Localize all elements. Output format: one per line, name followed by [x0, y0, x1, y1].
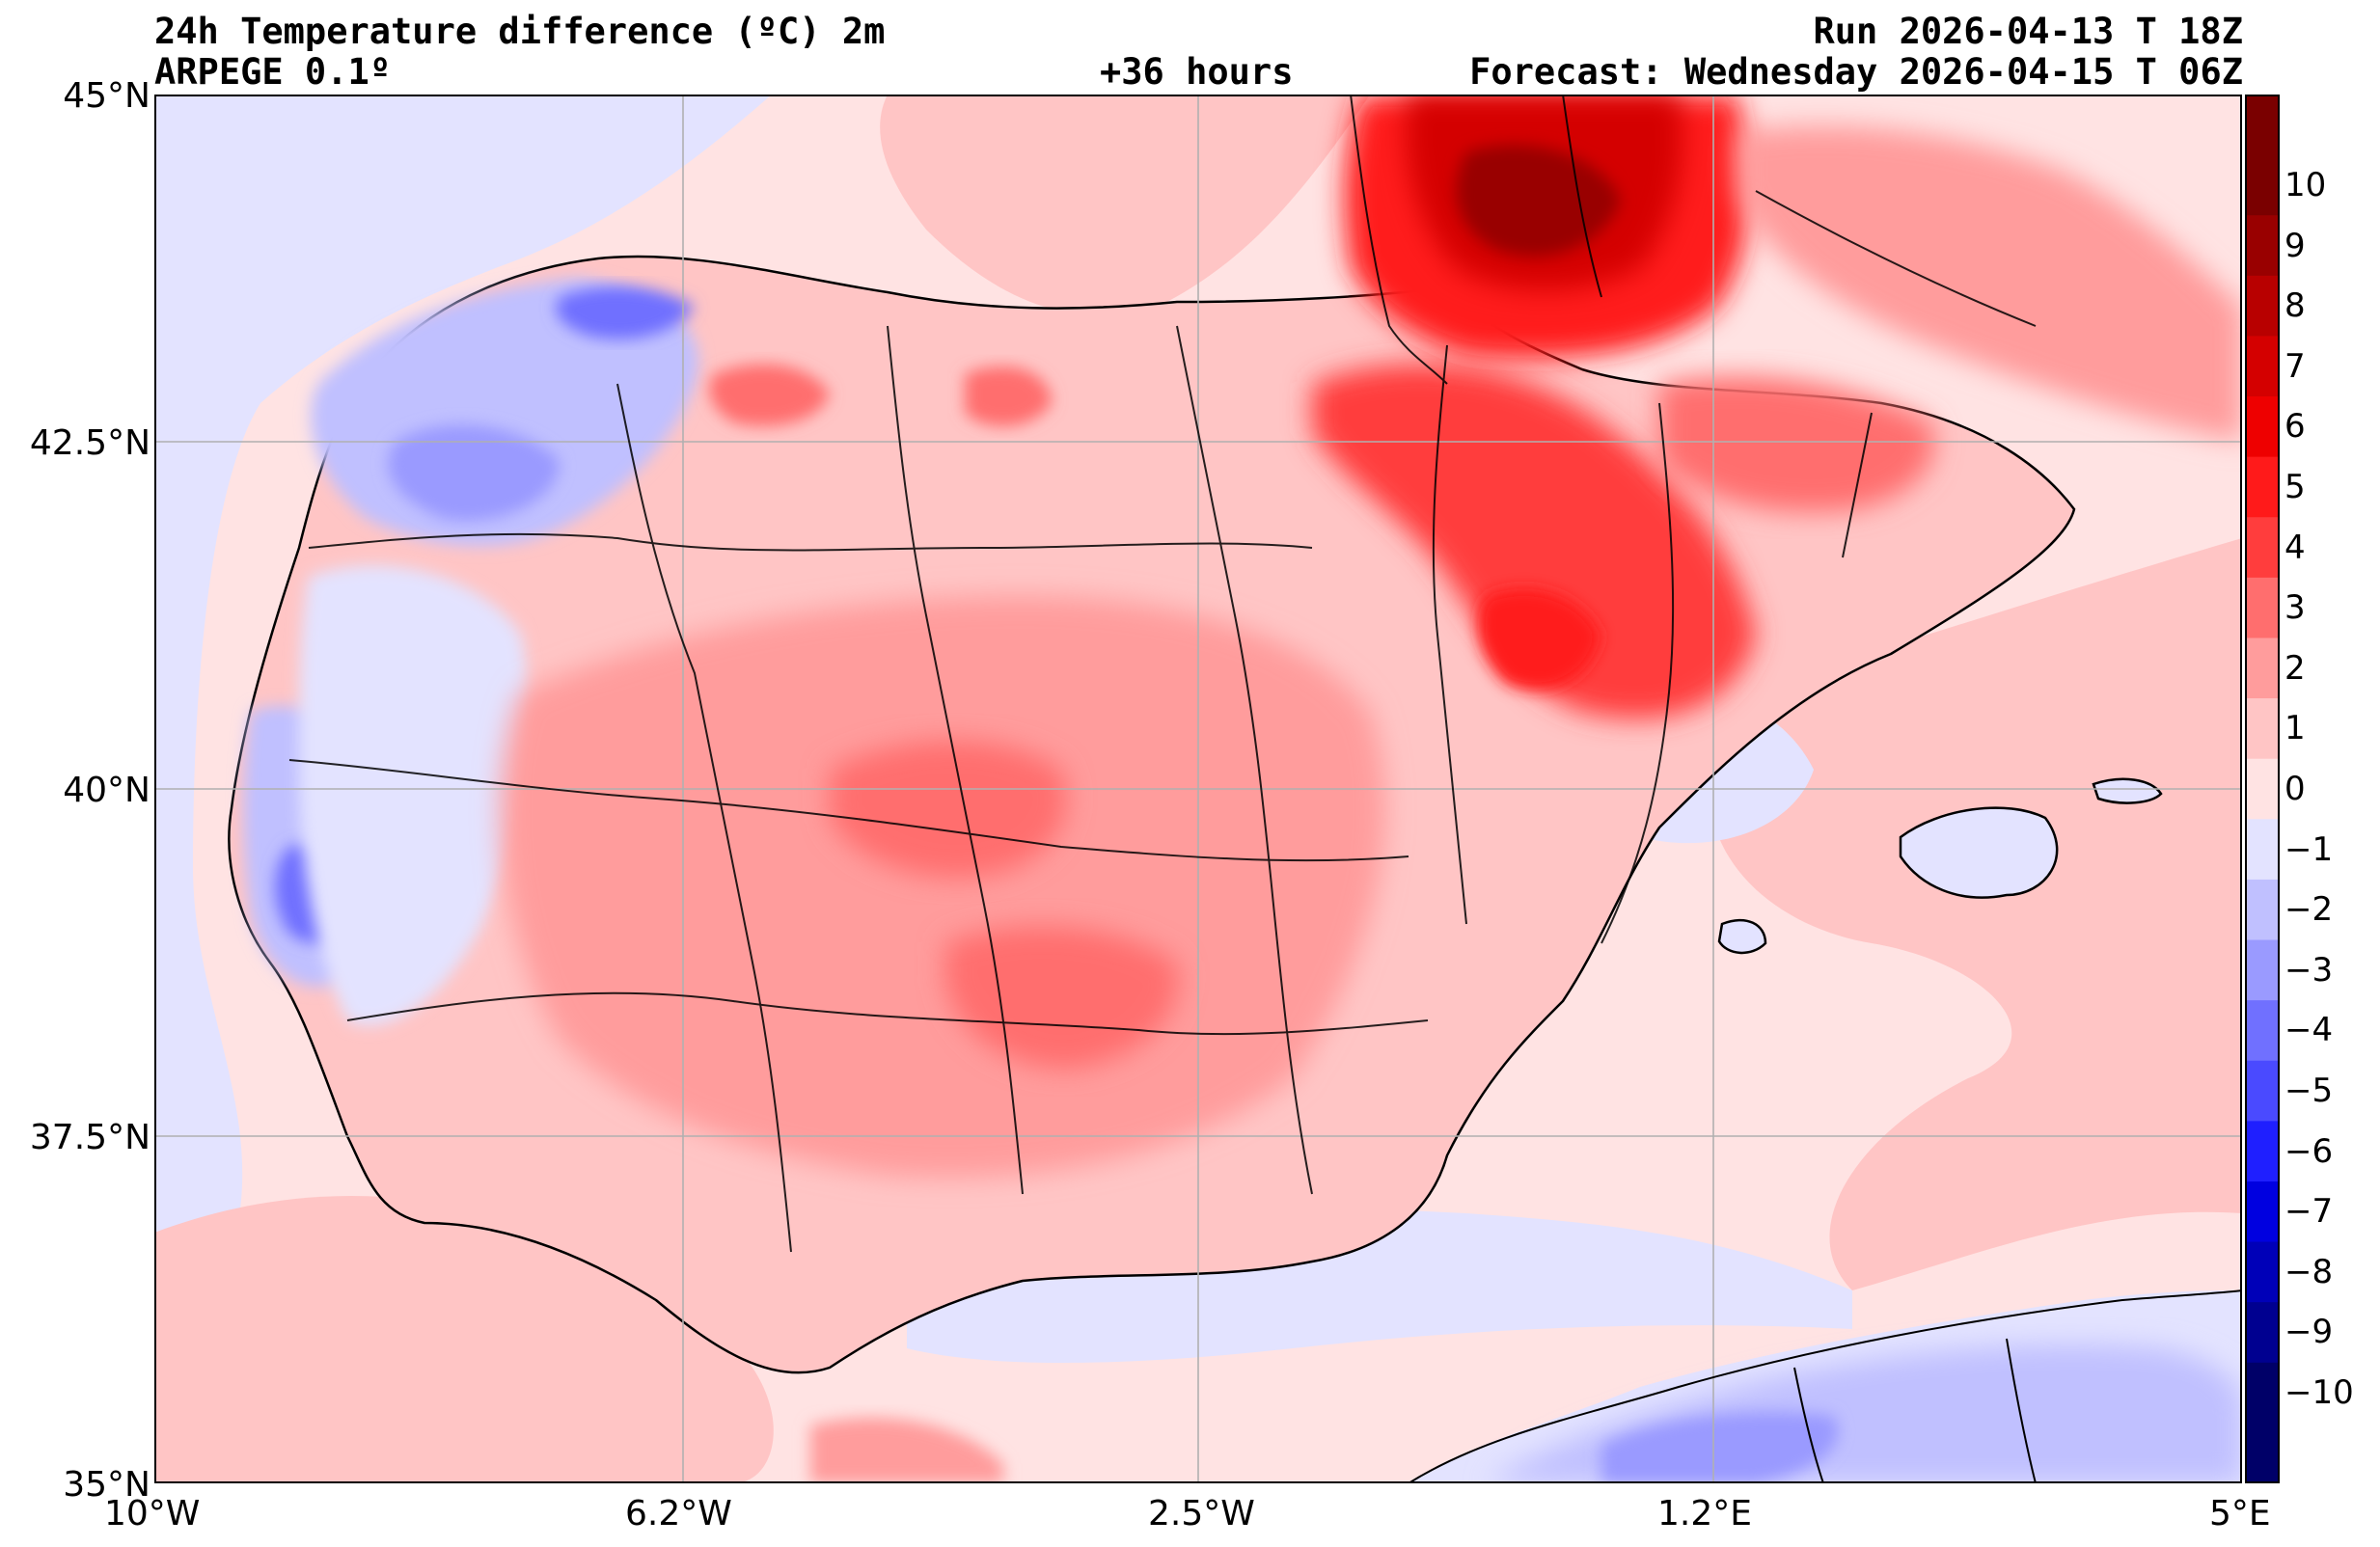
- colorbar-band: [2245, 1302, 2280, 1364]
- map-canvas: [154, 95, 2242, 1483]
- colorbar-tick-label: 9: [2284, 226, 2306, 265]
- lon-label-10w: 10°W: [104, 1494, 201, 1533]
- lat-label-37-5: 37.5°N: [29, 1118, 150, 1157]
- ibiza-island: [1717, 918, 1767, 955]
- asturias-cold-core: [556, 286, 695, 339]
- colorbar-tick-label: 6: [2284, 407, 2306, 447]
- cantabria-warm-core: [709, 364, 830, 426]
- menorca-island: [2092, 777, 2163, 804]
- colorbar-band: [2245, 758, 2280, 820]
- lon-label-6-2w: 6.2°W: [625, 1494, 732, 1533]
- colorbar-tick-label: 2: [2284, 648, 2306, 688]
- ebro-hot-region: [1312, 364, 1756, 719]
- lat-label-35: 35°N: [63, 1465, 150, 1505]
- colorbar-band: [2245, 1362, 2280, 1424]
- burgos-warm-core: [965, 366, 1052, 426]
- colorbar-tick-label: −3: [2284, 950, 2334, 990]
- colorbar-band: [2245, 456, 2280, 518]
- lon-label-2-5w: 2.5°W: [1148, 1494, 1255, 1533]
- lon-label-1-2e: 1.2°E: [1657, 1494, 1752, 1533]
- med-warm-patch: [1709, 538, 2242, 1290]
- colorbar-tick-label: 3: [2284, 588, 2306, 628]
- graticule: [154, 95, 2242, 1483]
- map-frame: [154, 95, 2242, 1483]
- central-warm-region: [501, 596, 1385, 1178]
- colorbar-band: [2245, 1423, 2280, 1483]
- ebro-hot-core: [1477, 588, 1601, 691]
- colorbar-band: [2245, 95, 2280, 156]
- colorbar-band: [2245, 939, 2280, 1001]
- forecast-time: Forecast: Wednesday 2026-04-15 T 06Z: [1469, 51, 2243, 93]
- colorbar-tick-label: −2: [2284, 890, 2334, 930]
- lat-label-42-5: 42.5°N: [29, 423, 150, 463]
- castilla-warm-core: [830, 741, 1067, 878]
- france-hottest-core: [1457, 145, 1621, 257]
- colorbar-tick-label: −7: [2284, 1192, 2334, 1232]
- colorbar-tick-label: −5: [2284, 1072, 2334, 1111]
- lon-label-5e: 5°E: [2209, 1494, 2271, 1533]
- lat-label-45: 45°N: [63, 76, 150, 116]
- mancha-warm-core: [945, 926, 1179, 1069]
- model-name: ARPEGE 0.1º: [154, 51, 392, 93]
- temperature-difference-map: [154, 95, 2242, 1483]
- north-africa-cold-core: [1601, 1412, 1839, 1483]
- colorbar-band: [2245, 638, 2280, 699]
- france-northeast-warm: [1737, 125, 2242, 442]
- catalonia-warm-region: [1659, 376, 1935, 512]
- colorbar-band: [2245, 879, 2280, 941]
- colorbar-band: [2245, 1241, 2280, 1303]
- portugal-interior-cool: [299, 565, 529, 1026]
- colorbar-tick-label: −8: [2284, 1252, 2334, 1291]
- colorbar-tick-label: −10: [2284, 1373, 2354, 1413]
- colorbar-band: [2245, 1000, 2280, 1062]
- colorbar: [2245, 95, 2280, 1483]
- colorbar-band: [2245, 1060, 2280, 1122]
- colorbar-tick-label: 8: [2284, 286, 2306, 326]
- lat-label-40: 40°N: [63, 771, 150, 810]
- africa-borders: [1408, 1289, 2242, 1483]
- colorbar-band: [2245, 698, 2280, 760]
- colorbar-band: [2245, 517, 2280, 579]
- colorbar-tick-label: 7: [2284, 346, 2306, 386]
- colorbar-tick-label: 5: [2284, 467, 2306, 506]
- colorbar-tick-label: −6: [2284, 1131, 2334, 1171]
- lead-time: +36 hours: [1100, 51, 1294, 93]
- colorbar-tick-label: 0: [2284, 770, 2306, 808]
- colorbar-tick-label: 10: [2284, 165, 2327, 204]
- colorbar-tick-label: −4: [2284, 1011, 2334, 1050]
- colorbar-tick-label: −1: [2284, 829, 2334, 869]
- colorbar-tick-label: −9: [2284, 1313, 2334, 1352]
- colorbar-band: [2245, 577, 2280, 639]
- map-title: 24h Temperature difference (ºC) 2m: [154, 11, 886, 52]
- galicia-cold-core: [388, 424, 560, 521]
- province-borders: [288, 95, 2037, 1253]
- colorbar-band: [2245, 275, 2280, 338]
- atlantic-cool-region: [154, 95, 772, 1483]
- colorbar-band: [2245, 819, 2280, 881]
- colorbar-frame: [2245, 95, 2280, 1483]
- colorbar-band: [2245, 1181, 2280, 1243]
- colorbar-band: [2245, 336, 2280, 397]
- colorbar-band: [2245, 154, 2280, 216]
- colorbar-band: [2245, 396, 2280, 458]
- mallorca-island: [1899, 806, 2059, 899]
- colorbar-band: [2245, 1121, 2280, 1182]
- biscay-warm-patch: [880, 95, 1370, 315]
- colorbar-band: [2245, 215, 2280, 277]
- north-africa-west-warm: [810, 1418, 1003, 1483]
- run-time: Run 2026-04-13 T 18Z: [1813, 11, 2243, 52]
- colorbar-tick-label: 4: [2284, 528, 2306, 567]
- colorbar-tick-label: 1: [2284, 709, 2306, 748]
